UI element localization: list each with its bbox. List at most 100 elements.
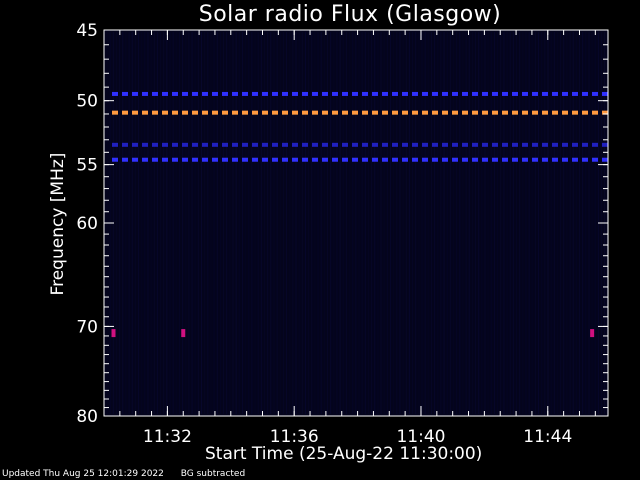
emission-band-3-segment: [212, 142, 218, 147]
emission-band-1-segment: [362, 91, 368, 96]
emission-band-4-segment: [312, 157, 318, 162]
emission-band-2-segment: [272, 110, 278, 115]
emission-band-2-segment: [562, 110, 568, 115]
emission-band-4-segment: [552, 157, 558, 162]
emission-band-2-segment: [442, 110, 448, 115]
emission-band-4-segment: [532, 157, 538, 162]
emission-band-3-segment: [572, 142, 578, 147]
emission-band-2-segment: [172, 110, 178, 115]
emission-band-1-segment: [292, 91, 298, 96]
emission-band-2-segment: [552, 110, 558, 115]
emission-band-2-segment: [542, 110, 548, 115]
emission-band-1-segment: [382, 91, 388, 96]
y-tick-label: 50: [76, 92, 98, 112]
emission-band-3-segment: [542, 142, 548, 147]
emission-band-3-segment: [202, 142, 208, 147]
emission-band-3-segment: [512, 142, 518, 147]
emission-band-3-segment: [322, 142, 328, 147]
emission-band-1-segment: [502, 91, 508, 96]
emission-band-4-segment: [442, 157, 448, 162]
x-tick-label: 11:44: [523, 427, 572, 447]
emission-band-2-segment: [472, 110, 478, 115]
emission-band-4-segment: [332, 157, 338, 162]
emission-band-4-segment: [202, 157, 208, 162]
emission-band-2-segment: [532, 110, 538, 115]
emission-band-1-segment: [542, 91, 548, 96]
emission-band-3-segment: [412, 142, 418, 147]
emission-band-4-segment: [342, 157, 348, 162]
emission-band-4-segment: [392, 157, 398, 162]
emission-band-4-segment: [262, 157, 268, 162]
emission-band-2-segment: [132, 110, 138, 115]
emission-band-2-segment: [322, 110, 328, 115]
emission-band-3-segment: [332, 142, 338, 147]
emission-band-3-segment: [382, 142, 388, 147]
emission-band-4-segment: [162, 157, 168, 162]
emission-band-1-segment: [372, 91, 378, 96]
emission-band-4-segment: [462, 157, 468, 162]
emission-band-2-segment: [112, 110, 118, 115]
hot-spot-1: [111, 329, 116, 338]
bg-note: BG subtracted: [180, 469, 246, 479]
emission-band-1-segment: [162, 91, 168, 96]
y-tick-label: 80: [76, 407, 98, 427]
emission-band-4-segment: [152, 157, 158, 162]
emission-band-1-segment: [342, 91, 348, 96]
emission-band-2-segment: [402, 110, 408, 115]
emission-band-4-segment: [292, 157, 298, 162]
emission-band-4-segment: [592, 157, 598, 162]
emission-band-3-segment: [432, 142, 438, 147]
emission-band-4-segment: [522, 157, 528, 162]
emission-band-3-segment: [222, 142, 228, 147]
hot-spot-2: [181, 329, 186, 338]
emission-band-3-segment: [182, 142, 188, 147]
emission-band-1-segment: [182, 91, 188, 96]
emission-band-3-segment: [582, 142, 588, 147]
emission-band-2-segment: [152, 110, 158, 115]
emission-band-3-segment: [452, 142, 458, 147]
x-tick-label: 11:32: [143, 427, 192, 447]
footer: Updated Thu Aug 25 12:01:29 2022 BG subt…: [2, 469, 259, 479]
emission-band-2-segment: [142, 110, 148, 115]
emission-band-2-segment: [222, 110, 228, 115]
emission-band-1-segment: [412, 91, 418, 96]
emission-band-4-segment: [222, 157, 228, 162]
emission-band-4-segment: [192, 157, 198, 162]
emission-band-4-segment: [512, 157, 518, 162]
emission-band-4-segment: [402, 157, 408, 162]
emission-band-2-segment: [202, 110, 208, 115]
emission-band-3-segment: [252, 142, 258, 147]
emission-band-3-segment: [122, 142, 128, 147]
emission-band-3-segment: [492, 142, 498, 147]
emission-band-1-segment: [242, 91, 248, 96]
emission-band-3-segment: [112, 142, 118, 147]
emission-band-2-segment: [282, 110, 288, 115]
emission-band-1-segment: [152, 91, 158, 96]
emission-band-2-segment: [242, 110, 248, 115]
emission-band-2-segment: [262, 110, 268, 115]
emission-band-4-segment: [542, 157, 548, 162]
emission-band-2-segment: [332, 110, 338, 115]
emission-band-3-segment: [402, 142, 408, 147]
emission-band-1-segment: [592, 91, 598, 96]
emission-band-1-segment: [212, 91, 218, 96]
emission-band-2-segment: [412, 110, 418, 115]
emission-band-4-segment: [372, 157, 378, 162]
y-tick-label: 70: [76, 317, 98, 337]
y-tick-label: 45: [76, 21, 98, 41]
emission-band-1-segment: [232, 91, 238, 96]
emission-band-1-segment: [252, 91, 258, 96]
emission-band-1-segment: [602, 91, 608, 96]
emission-band-2-segment: [432, 110, 438, 115]
emission-band-3-segment: [162, 142, 168, 147]
emission-band-4-segment: [232, 157, 238, 162]
emission-band-3-segment: [172, 142, 178, 147]
emission-band-4-segment: [352, 157, 358, 162]
emission-band-2-segment: [122, 110, 128, 115]
emission-band-4-segment: [412, 157, 418, 162]
emission-band-1-segment: [192, 91, 198, 96]
emission-band-1-segment: [562, 91, 568, 96]
emission-band-1-segment: [432, 91, 438, 96]
emission-band-3-segment: [372, 142, 378, 147]
emission-band-3-segment: [552, 142, 558, 147]
